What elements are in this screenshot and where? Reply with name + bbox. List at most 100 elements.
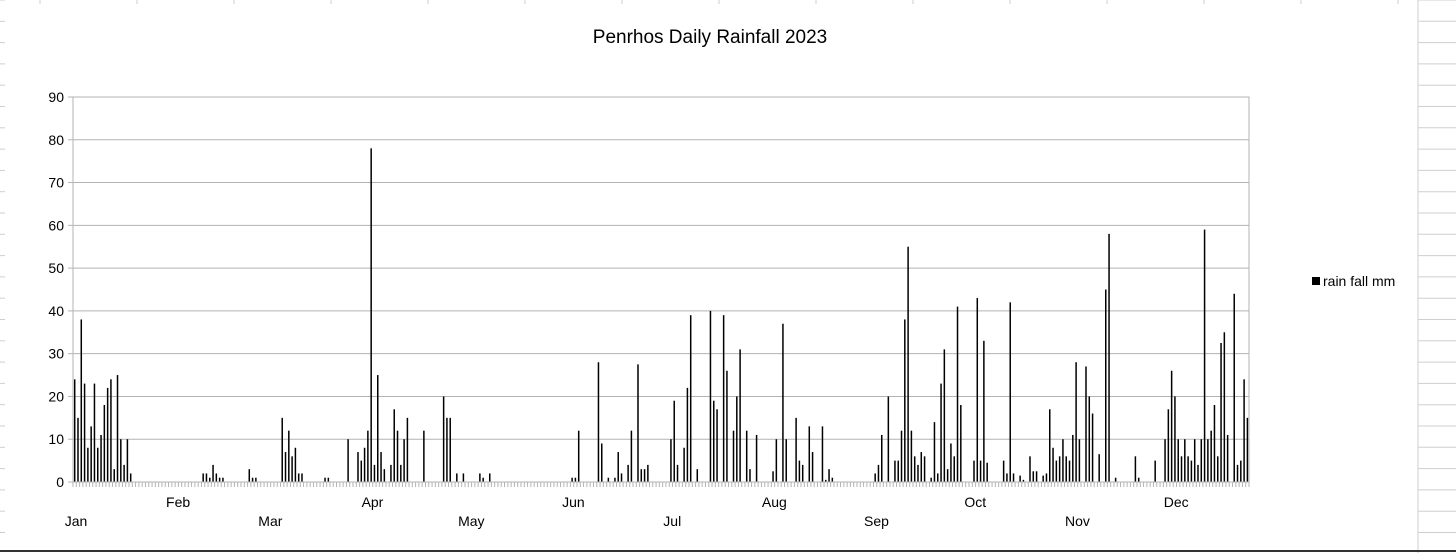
rain-bar: [1052, 447, 1054, 482]
rain-bar: [923, 456, 926, 482]
rain-bar: [212, 464, 214, 482]
rain-bar: [577, 430, 580, 482]
y-tick-label: 90: [48, 89, 64, 105]
rain-bar: [1220, 342, 1222, 482]
rain-bar: [772, 471, 774, 482]
rain-bar: [1085, 366, 1087, 482]
rain-bar: [1068, 460, 1071, 482]
rain-bar: [479, 473, 481, 482]
rain-bar: [363, 447, 366, 482]
rain-bar: [808, 426, 811, 482]
rain-bar: [1180, 456, 1183, 482]
rain-bar: [367, 430, 369, 482]
rain-bar: [1088, 396, 1091, 482]
rain-bar: [1072, 434, 1074, 482]
rain-bar: [828, 469, 830, 482]
rain-bar: [120, 439, 122, 482]
rain-bar: [1058, 456, 1061, 482]
rain-bar: [881, 434, 883, 482]
rain-bar: [732, 430, 735, 482]
rain-bar: [489, 473, 491, 482]
rain-bar: [1210, 430, 1212, 482]
month-label: Mar: [258, 513, 282, 529]
rain-bar: [129, 473, 132, 482]
axes: [72, 96, 1250, 483]
month-label: Jan: [65, 513, 88, 529]
rain-bar: [907, 246, 909, 482]
rain-bar: [380, 452, 382, 482]
rain-bar: [627, 464, 629, 482]
rain-bar: [215, 473, 218, 482]
rain-bar: [383, 469, 386, 482]
rain-bar: [983, 340, 985, 482]
month-label: Sep: [864, 513, 889, 529]
rain-bar: [956, 306, 959, 482]
rain-bar: [1164, 439, 1166, 482]
rain-bar: [294, 447, 297, 482]
rain-bar: [726, 370, 728, 482]
rain-bar: [913, 456, 916, 482]
month-label: Dec: [1164, 494, 1189, 510]
rain-bar: [83, 383, 86, 482]
rain-bar: [801, 464, 804, 482]
rain-bar: [798, 460, 801, 482]
rain-bar: [377, 375, 379, 482]
y-tick-label: 80: [48, 132, 64, 148]
legend-swatch: [1312, 277, 1320, 285]
rain-bar: [202, 473, 204, 482]
rain-bar: [689, 315, 692, 482]
month-label: May: [458, 513, 484, 529]
rain-bar: [617, 452, 619, 482]
rain-bar: [73, 379, 76, 482]
rain-bar: [113, 469, 115, 482]
rain-bar: [347, 439, 349, 482]
legend-label: rain fall mm: [1323, 273, 1395, 289]
rain-bar: [937, 473, 939, 482]
rain-bar: [686, 387, 689, 482]
rain-bar: [1167, 409, 1170, 482]
rain-bar: [126, 439, 129, 482]
rain-bar: [601, 443, 603, 482]
rain-bar: [1200, 439, 1203, 482]
rain-bar: [370, 148, 372, 483]
rain-bar: [357, 452, 359, 482]
rain-bar: [90, 426, 92, 482]
rain-bar: [887, 396, 890, 482]
rain-bar: [894, 460, 896, 482]
rain-bar: [97, 447, 99, 482]
rain-bar: [1243, 379, 1245, 482]
rain-bar: [297, 473, 300, 482]
rain-bar: [80, 319, 83, 482]
rain-bar: [709, 310, 712, 482]
rain-bar: [973, 460, 975, 482]
rain-bar: [218, 477, 221, 482]
rain-bar: [736, 396, 738, 482]
rain-bar: [251, 477, 254, 482]
rain-bar: [1009, 302, 1011, 482]
rain-bar: [103, 405, 106, 482]
rain-bar: [1193, 439, 1196, 482]
rain-bar: [749, 469, 751, 482]
rain-bar: [360, 460, 363, 482]
month-label: Apr: [362, 494, 384, 510]
rain-bar: [1042, 475, 1044, 482]
rain-bar: [782, 323, 784, 482]
rain-bar: [400, 464, 402, 482]
rain-bar: [811, 452, 814, 482]
rain-bar: [950, 443, 952, 482]
rain-bar: [904, 319, 906, 482]
rain-bar: [1032, 471, 1035, 482]
y-tick-label: 70: [48, 175, 64, 191]
rain-bar: [1236, 464, 1239, 482]
rain-bar: [785, 439, 787, 482]
rain-bar: [930, 477, 932, 482]
rain-bar: [446, 417, 448, 482]
rain-bar: [953, 456, 955, 482]
rain-bar: [1002, 460, 1005, 482]
rain-bar: [209, 477, 211, 482]
y-tick-label: 0: [56, 474, 64, 490]
rain-bar: [745, 430, 748, 482]
rain-bar: [920, 452, 923, 482]
rain-bar: [462, 473, 465, 482]
rain-bar: [670, 439, 672, 482]
